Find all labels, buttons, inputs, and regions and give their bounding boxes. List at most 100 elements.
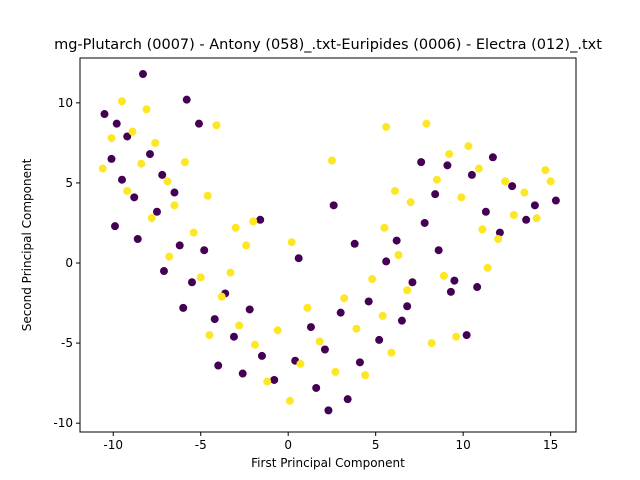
y-tick-label: 10 [58,96,73,110]
point [343,395,352,404]
point [446,287,455,296]
point [473,283,482,292]
point [229,332,238,341]
point [390,186,399,195]
point [494,234,503,243]
point [142,105,151,114]
point [422,119,431,128]
point [250,340,259,349]
point [214,361,223,370]
point [242,241,251,250]
point [179,303,188,312]
point [483,263,492,272]
point [303,303,312,312]
point [147,214,156,223]
point [130,193,139,202]
point [427,339,436,348]
point [532,214,541,223]
point [450,276,459,285]
point [263,377,272,386]
point [501,177,510,186]
x-tick-label: 10 [456,438,471,452]
point [445,150,454,159]
point [257,351,266,360]
point [112,119,121,128]
point [194,119,203,128]
point [541,166,550,175]
x-tick-label: 5 [372,438,380,452]
point [478,225,487,234]
point [285,396,294,405]
point [170,188,179,197]
points [98,70,560,415]
point [235,321,244,330]
point [107,134,116,143]
point [137,159,146,168]
point [520,188,529,197]
point [439,271,448,280]
point [361,371,370,380]
point [180,158,189,167]
point [327,156,336,165]
point [432,175,441,184]
chart-title: mg-Plutarch (0007) - Antony (058)_.txt-E… [54,37,602,53]
point [165,252,174,261]
point [273,326,282,335]
point [331,367,340,376]
point [123,186,132,195]
point [481,207,490,216]
point [145,150,154,159]
point [151,138,160,147]
point [107,154,116,163]
point [464,142,473,151]
point [368,275,377,284]
point [340,294,349,303]
point [324,406,333,415]
point [117,175,126,184]
point [315,337,324,346]
point [403,286,412,295]
point [138,70,147,79]
point [530,201,539,210]
point [210,315,219,324]
y-tick-label: 5 [65,176,73,190]
x-tick-label: 0 [284,438,292,452]
y-tick-label: -10 [53,416,73,430]
point [217,292,226,301]
point [397,316,406,325]
point [387,348,396,357]
point [312,383,321,392]
x-tick-label: -10 [103,438,123,452]
point [522,215,531,224]
y-axis-label: Second Principal Component [20,158,34,331]
point [110,222,119,231]
point [238,369,247,378]
point [231,223,240,232]
point [203,191,212,200]
point [123,132,132,141]
point [457,193,466,202]
point [296,359,305,368]
point [495,228,504,237]
point [509,210,518,219]
point [287,238,296,247]
point [133,234,142,243]
point [420,218,429,227]
x-tick-label: 15 [543,438,558,452]
point [158,170,167,179]
point [182,95,191,104]
plot-frame [79,57,577,433]
point [98,164,107,173]
point [382,122,391,131]
point [336,308,345,317]
point [249,217,258,226]
point [212,121,221,130]
point [200,246,209,255]
point [100,110,109,119]
point [175,241,184,250]
point [378,311,387,320]
point [364,297,373,306]
point [546,177,555,186]
y-tick-label: 0 [65,256,73,270]
point [467,170,476,179]
